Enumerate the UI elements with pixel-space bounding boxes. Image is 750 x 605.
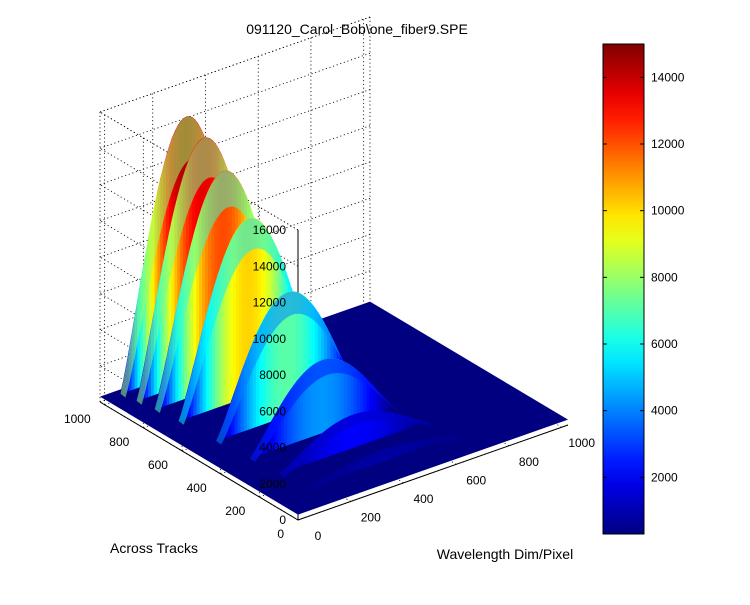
surface xyxy=(100,116,568,515)
x-tick-label: 600 xyxy=(466,473,486,487)
ridge-shade xyxy=(120,116,258,398)
grid-line xyxy=(99,52,371,149)
y-tick-label: 800 xyxy=(109,435,129,449)
z-tick-label: 16000 xyxy=(253,223,287,237)
ridge-shade xyxy=(279,411,433,478)
colorbar-tick-label: 8000 xyxy=(651,270,678,284)
colorbar-tick-label: 14000 xyxy=(651,70,685,84)
x-axis-label: Wavelength Dim/Pixel xyxy=(437,546,573,562)
z-tick-label: 12000 xyxy=(253,296,287,310)
x-tick-label: 1000 xyxy=(568,436,595,450)
z-tick-label: 8000 xyxy=(259,368,286,382)
colorbar-tick-label: 6000 xyxy=(651,337,678,351)
z-tick-label: 14000 xyxy=(253,259,287,273)
y-axis-line xyxy=(99,401,299,521)
colorbar-strip xyxy=(602,43,645,535)
ridge-shade xyxy=(307,434,463,492)
y-tick-label: 600 xyxy=(148,458,168,472)
colorbar-tick-label: 2000 xyxy=(651,470,678,484)
colorbar: 2000 4000 6000 8000 10000 12000 14000 xyxy=(602,43,685,535)
x-tick-label: 800 xyxy=(519,455,539,469)
colorbar-tick-label: 4000 xyxy=(651,404,678,418)
colorbar-tick-label: 12000 xyxy=(651,137,685,151)
y-tick-label: 200 xyxy=(225,504,245,518)
chart-title: 091120_Carol_Bob\one_fiber9.SPE xyxy=(246,21,468,37)
ridge-shade xyxy=(136,137,277,405)
x-tick-label: 0 xyxy=(315,529,322,543)
z-tick-label: 4000 xyxy=(259,441,286,455)
colorbar-tick-label: 10000 xyxy=(651,204,685,218)
y-tick-label: 1000 xyxy=(64,412,91,426)
grid-line xyxy=(99,111,299,231)
ridge-shade xyxy=(216,291,364,445)
z-tick-label: 10000 xyxy=(253,332,287,346)
y-tick-label: 0 xyxy=(277,527,284,541)
z-tick-label: 2000 xyxy=(259,477,286,491)
x-tick-label: 400 xyxy=(413,492,433,506)
x-tick-label: 200 xyxy=(361,510,381,524)
ridge-shade xyxy=(249,358,400,463)
z-tick-label: 0 xyxy=(279,513,286,527)
grid-line xyxy=(99,89,371,185)
ridge-shade xyxy=(154,170,297,413)
y-axis-label: Across Tracks xyxy=(110,540,198,556)
z-tick-label: 6000 xyxy=(259,404,286,418)
y-tick-label: 400 xyxy=(187,481,207,495)
ridge-shade xyxy=(178,218,324,425)
axis-ticks: 0200040006000800010000120001400016000020… xyxy=(64,223,595,543)
x-axis-line xyxy=(297,424,569,521)
